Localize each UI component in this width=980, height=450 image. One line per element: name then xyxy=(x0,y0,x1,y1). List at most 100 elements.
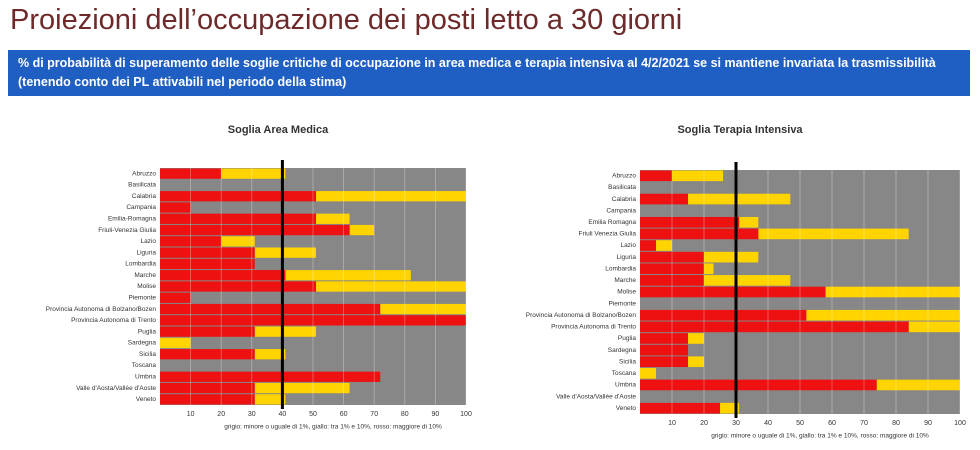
bar-segment xyxy=(672,240,960,251)
x-tick-label: 50 xyxy=(796,420,804,427)
bar-segment xyxy=(160,360,466,371)
bar-segment xyxy=(640,379,877,391)
bar-segment xyxy=(790,193,960,205)
bar-segment xyxy=(704,356,960,368)
bar-segment xyxy=(160,337,191,349)
bar-segment xyxy=(640,298,960,309)
bar-segment xyxy=(349,224,375,236)
bar-segment xyxy=(704,275,791,286)
chart-title: Soglia Terapia Intensiva xyxy=(677,124,803,136)
y-tick-label: Veneto xyxy=(136,396,157,403)
bar-segment xyxy=(704,333,960,344)
x-tick-label: 40 xyxy=(764,420,772,427)
x-tick-label: 30 xyxy=(248,411,256,418)
bar-segment xyxy=(254,236,466,247)
slide-title: Proiezioni dell’occupazione dei posti le… xyxy=(10,4,683,36)
y-tick-label: Puglia xyxy=(138,328,156,335)
x-tick-label: 60 xyxy=(340,411,348,418)
y-tick-label: Molise xyxy=(137,283,156,290)
bar-segment xyxy=(285,270,411,281)
bar-segment xyxy=(160,326,255,337)
y-tick-label: Provincia Autonoma di Bolzano/Bozen xyxy=(46,306,157,313)
y-tick-label: Lazio xyxy=(620,242,636,249)
bar-segment xyxy=(160,349,255,360)
x-tick-label: 30 xyxy=(732,420,740,427)
bar-segment xyxy=(221,236,255,247)
y-tick-label: Piemonte xyxy=(609,300,637,307)
bar-segment xyxy=(908,321,960,333)
y-tick-label: Sardegna xyxy=(128,340,157,347)
y-tick-label: Provincia Autonoma di Trento xyxy=(71,317,156,324)
x-tick-label: 50 xyxy=(309,411,317,418)
bar-segment xyxy=(160,394,255,405)
bar-segment xyxy=(160,281,317,292)
bar-segment xyxy=(908,228,960,240)
bar-segment xyxy=(160,303,381,315)
x-tick-label: 100 xyxy=(460,411,472,418)
bar-segment xyxy=(640,356,688,368)
x-tick-label: 20 xyxy=(700,420,708,427)
bar-segment xyxy=(656,368,960,379)
y-tick-label: Umbria xyxy=(615,382,636,389)
bar-segment xyxy=(160,179,466,191)
bar-segment xyxy=(380,371,466,382)
bar-segment xyxy=(190,337,466,349)
bar-segment xyxy=(190,202,466,213)
y-tick-label: Campania xyxy=(606,207,636,214)
bar-segment xyxy=(640,228,759,240)
bar-segment xyxy=(160,213,317,224)
bar-segment xyxy=(640,205,960,216)
y-tick-label: Provincia Autonoma di Trento xyxy=(551,324,636,331)
y-tick-label: Friuli Venezia Giulia xyxy=(579,231,637,238)
bar-segment xyxy=(160,224,350,236)
bar-segment xyxy=(640,402,720,414)
bar-segment xyxy=(410,270,466,281)
bar-segment xyxy=(688,356,704,368)
x-tick-label: 40 xyxy=(279,411,287,418)
y-tick-label: Abruzzo xyxy=(612,173,636,180)
x-tick-label: 20 xyxy=(217,411,225,418)
bar-segment xyxy=(640,182,960,193)
y-tick-label: Emilia-Romagna xyxy=(108,216,156,223)
bar-segment xyxy=(704,251,759,263)
bar-segment xyxy=(316,191,466,202)
bar-segment xyxy=(688,193,791,205)
bar-segment xyxy=(285,168,466,179)
y-tick-label: Molise xyxy=(617,289,636,296)
bar-segment xyxy=(160,247,255,258)
y-tick-label: Valle d'Aosta/Vallée d'Aoste xyxy=(556,393,636,400)
bar-segment xyxy=(640,263,704,275)
bar-segment xyxy=(254,326,317,337)
x-tick-label: 10 xyxy=(187,411,195,418)
x-tick-label: 80 xyxy=(401,411,409,418)
bar-segment xyxy=(640,240,656,251)
bar-segment xyxy=(190,292,466,303)
bar-segment xyxy=(640,286,826,298)
y-tick-label: Piemonte xyxy=(129,295,157,302)
bar-segment xyxy=(790,275,960,286)
y-tick-label: Basilicata xyxy=(608,184,636,191)
bar-segment xyxy=(160,202,191,213)
bar-segment xyxy=(739,402,960,414)
y-tick-label: Umbria xyxy=(135,374,156,381)
bar-segment xyxy=(254,382,350,394)
bar-segment xyxy=(640,321,909,333)
bar-segment xyxy=(160,371,381,382)
bar-segment xyxy=(723,170,960,182)
x-tick-label: 70 xyxy=(370,411,378,418)
bar-segment xyxy=(739,216,759,228)
bar-segment xyxy=(160,382,255,394)
y-tick-label: Liguria xyxy=(136,249,156,256)
bar-segment xyxy=(640,193,688,205)
y-tick-label: Lazio xyxy=(140,238,156,245)
bar-segment xyxy=(221,168,286,179)
bar-segment xyxy=(349,213,466,224)
bar-segment xyxy=(640,275,704,286)
bar-segment xyxy=(316,326,466,337)
y-tick-label: Calabria xyxy=(132,193,157,200)
bar-segment xyxy=(640,368,656,379)
y-tick-label: Toscana xyxy=(612,370,637,377)
caption: grigio: minore o uguale di 1%, giallo: t… xyxy=(711,433,929,440)
bar-segment xyxy=(160,168,222,179)
